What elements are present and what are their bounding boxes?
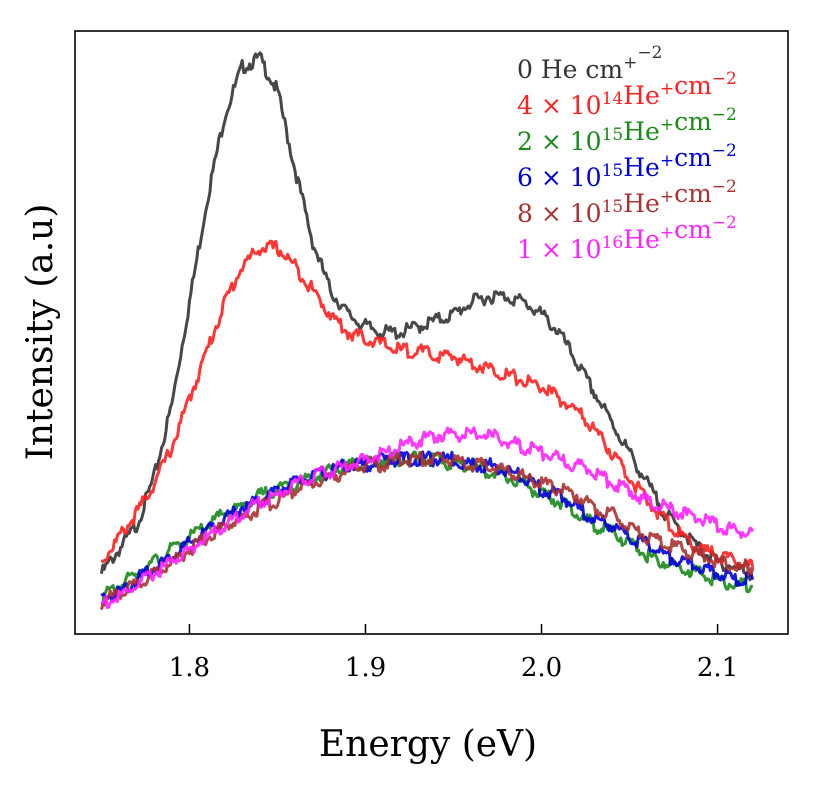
legend-entry: 1 × 1016He+cm−2 — [517, 213, 737, 264]
plot-frame — [74, 30, 789, 635]
series-line-0 — [99, 51, 754, 582]
legend-entry: 0 He cm+−2 — [517, 43, 662, 84]
legend-entry: 8 × 1015He+cm−2 — [517, 177, 737, 228]
plot-lines — [99, 51, 755, 610]
legend: 0 He cm+−24 × 1014He+cm−22 × 1015He+cm−2… — [517, 43, 737, 264]
legend-entry: 4 × 1014He+cm−2 — [517, 69, 737, 120]
x-tick-label: 2.0 — [521, 653, 562, 683]
legend-entry: 6 × 1015He+cm−2 — [517, 141, 737, 192]
x-tick-label: 1.8 — [169, 653, 210, 683]
series-line-5 — [100, 426, 755, 610]
x-axis-title: Energy (eV) — [319, 724, 537, 765]
legend-entry: 2 × 1015He+cm−2 — [517, 105, 737, 156]
series-line-4 — [99, 451, 755, 610]
series-line-2 — [100, 450, 754, 606]
series-line-1 — [100, 239, 755, 569]
x-axis-ticks: 1.8 1.9 2.0 2.1 — [169, 624, 738, 683]
y-axis-title: Intensity (a.u) — [20, 204, 61, 461]
x-tick-label: 1.9 — [345, 653, 386, 683]
x-tick-label: 2.1 — [697, 653, 738, 683]
